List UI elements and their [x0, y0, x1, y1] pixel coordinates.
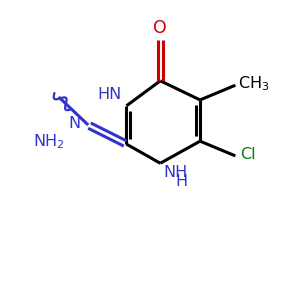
Text: N: N [69, 116, 81, 131]
Text: H: H [176, 174, 188, 189]
Text: HN: HN [98, 87, 122, 102]
Text: CH$_3$: CH$_3$ [238, 74, 270, 93]
Text: NH$_2$: NH$_2$ [33, 132, 64, 151]
Text: O: O [153, 19, 167, 37]
Text: NH: NH [164, 165, 188, 180]
Text: Cl: Cl [240, 147, 255, 162]
